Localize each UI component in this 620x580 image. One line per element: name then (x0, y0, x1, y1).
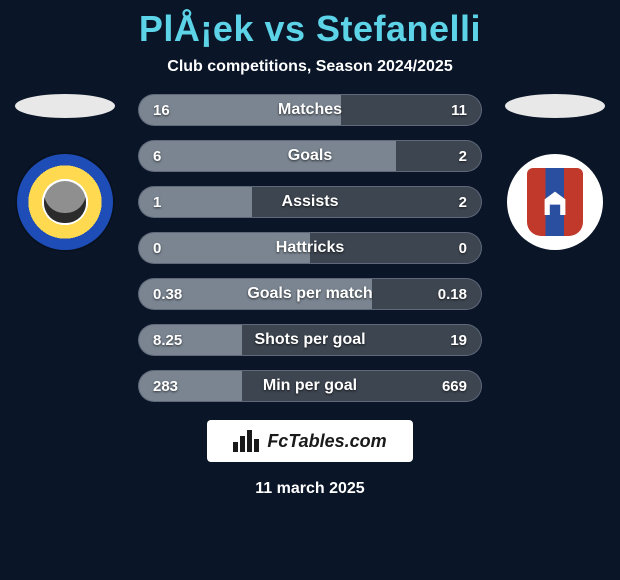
stat-row: 0.38 Goals per match 0.18 (138, 278, 482, 310)
stat-row: 8.25 Shots per goal 19 (138, 324, 482, 356)
stat-value-left: 0.38 (153, 286, 183, 303)
stat-label: Goals per match (247, 285, 372, 303)
stat-value-right: 11 (437, 102, 467, 119)
stat-value-left: 6 (153, 148, 183, 165)
left-player-col (10, 94, 120, 250)
page-subtitle: Club competitions, Season 2024/2025 (167, 58, 452, 76)
stat-label: Assists (282, 193, 339, 211)
stat-label: Matches (278, 101, 342, 119)
stat-label: Shots per goal (254, 331, 365, 349)
stat-value-right: 19 (437, 332, 467, 349)
stat-value-right: 2 (437, 148, 467, 165)
page-title: PlÅ¡ek vs Stefanelli (139, 8, 481, 50)
stat-row: 0 Hattricks 0 (138, 232, 482, 264)
right-player-col (500, 94, 610, 250)
stat-value-left: 0 (153, 240, 183, 257)
main-area: 16 Matches 11 6 Goals 2 1 Assists 2 0 Hattricks 0 0.… (0, 94, 620, 402)
right-player-oval (505, 94, 605, 118)
stat-row: 16 Matches 11 (138, 94, 482, 126)
right-club-badge (507, 154, 603, 250)
left-club-badge (17, 154, 113, 250)
stat-value-left: 283 (153, 378, 183, 395)
stats-list: 16 Matches 11 6 Goals 2 1 Assists 2 0 Hattricks 0 0.… (138, 94, 482, 402)
stat-value-left: 16 (153, 102, 183, 119)
brand-text: FcTables.com (267, 431, 386, 452)
stat-value-right: 0 (437, 240, 467, 257)
stat-row: 1 Assists 2 (138, 186, 482, 218)
stat-row: 283 Min per goal 669 (138, 370, 482, 402)
stat-label: Goals (288, 147, 332, 165)
date-text: 11 march 2025 (255, 480, 364, 498)
brand-box[interactable]: FcTables.com (207, 420, 412, 462)
stat-value-right: 2 (437, 194, 467, 211)
stat-label: Min per goal (263, 377, 357, 395)
stat-value-right: 0.18 (437, 286, 467, 303)
comparison-card: PlÅ¡ek vs Stefanelli Club competitions, … (0, 0, 620, 580)
chart-bar-icon (233, 430, 259, 452)
stat-value-right: 669 (437, 378, 467, 395)
stat-value-left: 8.25 (153, 332, 183, 349)
stat-label: Hattricks (276, 239, 344, 257)
left-player-oval (15, 94, 115, 118)
videoton-shield-icon (527, 168, 583, 236)
stat-row: 6 Goals 2 (138, 140, 482, 172)
stat-value-left: 1 (153, 194, 183, 211)
